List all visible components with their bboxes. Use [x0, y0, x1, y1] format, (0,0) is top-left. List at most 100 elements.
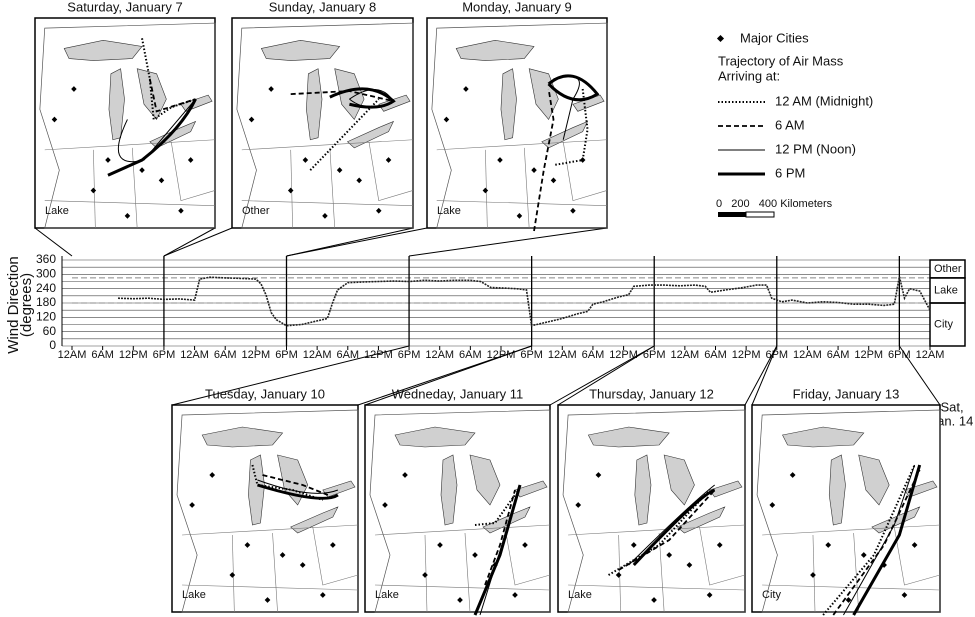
x-tick-label: 12PM [609, 349, 638, 361]
city [522, 542, 528, 548]
border [313, 527, 358, 585]
border [854, 533, 859, 612]
city [810, 572, 816, 578]
map-label: Other [242, 205, 270, 217]
legend-heading: Trajectory of Air Mass [718, 53, 844, 68]
lake [379, 95, 410, 111]
border [330, 148, 335, 228]
city [319, 592, 326, 598]
land [757, 410, 940, 612]
band-label: Lake [934, 284, 958, 296]
trajectory [553, 89, 587, 165]
connector [364, 345, 532, 406]
border [242, 201, 413, 206]
border [273, 533, 278, 612]
connector [34, 227, 73, 257]
city [472, 552, 478, 558]
trajectory [609, 490, 710, 575]
x-tick-label: 6AM [704, 349, 727, 361]
connector [163, 227, 233, 257]
map-label: Lake [375, 589, 399, 601]
connector [163, 227, 216, 257]
city [825, 542, 832, 548]
city [178, 207, 184, 214]
x-tick-label: 12AM [548, 349, 577, 361]
y-tick-label: 180 [36, 295, 56, 309]
band-label: Other [934, 263, 962, 275]
connector [549, 345, 655, 406]
x-tick-label: 12AM [793, 349, 822, 361]
trajectory [619, 490, 715, 570]
land [237, 23, 413, 228]
lake [635, 455, 651, 525]
trajectory [262, 475, 327, 495]
x-tick-label: 6AM [459, 349, 482, 361]
scale-label: 0 200 400 Kilometers [716, 198, 833, 210]
lake [664, 455, 694, 505]
border [568, 585, 745, 590]
x-tick-label: 6PM [153, 349, 176, 361]
trajectory [330, 89, 394, 107]
map-title: Friday, January 13 [793, 386, 900, 401]
lake [347, 121, 393, 147]
border [568, 525, 745, 535]
city [158, 177, 165, 184]
trajectory [485, 490, 515, 585]
city [911, 542, 918, 548]
trajectory [108, 99, 196, 175]
legend-text: 12 AM (Midnight) [775, 93, 873, 108]
city [512, 592, 518, 598]
map [370, 410, 550, 615]
trajectory [310, 99, 378, 170]
border [659, 533, 664, 612]
border [524, 148, 529, 228]
y-tick-label: 0 [49, 338, 56, 352]
x-tick-label: 12PM [854, 349, 883, 361]
trajectory [150, 79, 196, 111]
lake [677, 507, 725, 533]
city [105, 157, 111, 163]
x-tick-label: 6AM [582, 349, 605, 361]
land [563, 410, 745, 612]
border [762, 525, 940, 535]
city [860, 552, 867, 558]
trajectory [475, 485, 520, 615]
y-tick-label: 120 [36, 310, 56, 324]
x-tick-label: 6AM [91, 349, 114, 361]
legend-city [716, 34, 725, 43]
border [465, 533, 470, 612]
city [187, 157, 194, 163]
border [369, 142, 413, 201]
map-title: Saturday, January 7 [67, 0, 182, 14]
lake [64, 40, 142, 60]
land [40, 23, 215, 228]
lake [248, 455, 264, 525]
x-tick-label: 12PM [487, 349, 516, 361]
border [182, 525, 358, 535]
border [563, 142, 607, 201]
end-label: Jan. 14 [931, 413, 974, 428]
y-axis-label: Wind Direction [5, 256, 22, 354]
map [563, 410, 745, 612]
border [700, 527, 745, 585]
map-title: Wedneday, January 11 [392, 386, 524, 401]
city [901, 592, 908, 598]
connector [171, 345, 410, 406]
trajectory [833, 470, 919, 615]
map-label: City [762, 589, 781, 601]
lake [470, 455, 500, 505]
x-tick-label: 12AM [425, 349, 454, 361]
y-tick-label: 360 [36, 252, 56, 266]
connector [751, 345, 778, 406]
legend-text: 6 AM [775, 117, 805, 132]
city [299, 562, 306, 568]
end-label: Sat, [940, 399, 963, 414]
city [579, 157, 586, 163]
x-tick-label: 6AM [214, 349, 237, 361]
border [171, 142, 215, 201]
border [45, 201, 215, 206]
city [651, 597, 657, 603]
city [330, 542, 336, 548]
map-frame [34, 17, 216, 229]
